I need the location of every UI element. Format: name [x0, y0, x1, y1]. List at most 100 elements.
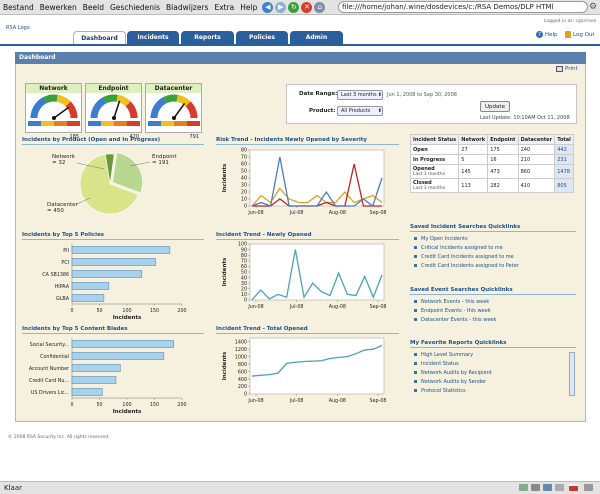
home-icon[interactable]: ⌂: [314, 1, 326, 13]
quicklink[interactable]: My Open Incidents: [414, 234, 519, 243]
y-tick-label: 50: [241, 270, 247, 276]
y-tick-label: 30: [241, 281, 247, 287]
quicklink[interactable]: Datacenter Events - this week: [414, 315, 496, 324]
cell-endpoint[interactable]: 175: [487, 144, 519, 155]
tab-incidents[interactable]: Incidents: [127, 31, 179, 44]
tab-admin[interactable]: Admin: [290, 31, 343, 44]
stop-icon[interactable]: ✕: [301, 1, 313, 13]
y-tick-label: 80: [241, 148, 247, 154]
tab-policies[interactable]: Policies: [236, 31, 288, 44]
cell-datacenter[interactable]: 240: [517, 144, 556, 155]
quicklink[interactable]: Network Events - this week: [414, 297, 496, 306]
quicklink[interactable]: Credit Card Incidents assigned to me: [414, 252, 519, 261]
gauge-scale-band: [41, 121, 54, 126]
url-bar[interactable]: file:///home/johan/.wine/dosdevices/c:/R…: [338, 1, 588, 13]
cell-total[interactable]: 1478: [554, 164, 574, 179]
y-tick-label: 1400: [235, 339, 247, 345]
gauge-scale-band: [28, 121, 41, 126]
category-label: Confidential: [40, 354, 69, 360]
gear-icon[interactable]: ⚙: [589, 2, 598, 12]
menu-geschiedenis[interactable]: Geschiedenis: [109, 2, 161, 12]
cell-datacenter[interactable]: 210: [517, 154, 556, 165]
y-tick-label: 600: [238, 369, 247, 375]
gauge-scale-band: [148, 121, 161, 126]
category-label: US Drivers Lic...: [31, 390, 69, 396]
quicklink[interactable]: Incident Status: [414, 359, 492, 368]
x-tick-label: 100: [122, 402, 131, 408]
gauge-scale-band: [161, 121, 174, 126]
cell-endpoint[interactable]: 473: [487, 164, 519, 179]
chart-top-blades[interactable]: Social Security... Confidential Account Nu…: [22, 334, 204, 420]
tab-dashboard[interactable]: Dashboard: [73, 31, 126, 44]
gauge-endpoint[interactable]: Endpoint 420: [85, 83, 142, 140]
series-line: [251, 344, 383, 377]
quicklink[interactable]: Network Audits by Recipient: [414, 368, 492, 377]
product-select[interactable]: All Products ⬍: [337, 106, 383, 116]
gauge-needle: [53, 106, 70, 119]
cell-network[interactable]: 113: [458, 178, 489, 193]
menu-help[interactable]: Help: [240, 2, 258, 12]
menu-bestand[interactable]: Bestand: [3, 2, 34, 12]
quicklink[interactable]: Critical Incidents assigned to me: [414, 243, 519, 252]
back-icon[interactable]: ◀: [262, 1, 274, 13]
print-link[interactable]: Print: [556, 66, 578, 72]
gauge-needle: [113, 100, 121, 119]
cell-total[interactable]: 805: [554, 178, 574, 193]
x-tick-label: Sep-08: [370, 304, 387, 310]
y-tick-label: 10: [241, 197, 247, 203]
quicklink[interactable]: Protocol Statistics: [414, 386, 492, 395]
tray-icon: [543, 484, 552, 491]
reports-scrollbar[interactable]: [569, 352, 575, 396]
gauge-arc: [163, 94, 178, 104]
section-title-incident-quicklinks: Saved Incident Searches Quicklinks: [410, 224, 576, 232]
cell-network[interactable]: 27: [458, 144, 489, 155]
menu-bewerken[interactable]: Bewerken: [39, 2, 77, 12]
logout-link[interactable]: Log Out: [565, 31, 595, 38]
menu-extra[interactable]: Extra: [214, 2, 235, 12]
y-tick-label: 10: [241, 292, 247, 298]
pie-slice: [112, 152, 143, 194]
chart-by-product[interactable]: Network = 32 Endpoint = 191 Datacenter = 450: [22, 146, 204, 226]
gauge-network[interactable]: Network 185: [25, 83, 82, 140]
print-icon: [556, 66, 563, 72]
x-tick-label: 200: [177, 402, 186, 408]
cell-total[interactable]: 231: [554, 154, 574, 165]
cell-datacenter[interactable]: 410: [517, 178, 556, 193]
tab-reports[interactable]: Reports: [181, 31, 234, 44]
menu-bladwijzers[interactable]: Bladwijzers: [166, 2, 209, 12]
gauge-dial: [148, 94, 200, 126]
quicklink[interactable]: High Level Summary: [414, 350, 492, 359]
gauge-datacenter[interactable]: Datacenter 791: [145, 83, 202, 140]
cell-endpoint[interactable]: 282: [487, 178, 519, 193]
quicklink[interactable]: Endpoint Events - this week: [414, 306, 496, 315]
gauge-scale-band: [174, 121, 187, 126]
pie-slice: [79, 154, 139, 215]
category-label: GLBA: [56, 296, 70, 302]
logout-label: Log Out: [573, 31, 595, 38]
update-button[interactable]: Update: [480, 101, 510, 112]
x-tick-label: 50: [96, 402, 102, 408]
quicklink[interactable]: Credit Card Incidents assigned to Peter: [414, 261, 519, 270]
help-link[interactable]: ? Help: [536, 31, 558, 38]
y-tick-label: 60: [241, 162, 247, 168]
cell-network[interactable]: 5: [458, 154, 489, 165]
gauge-arc: [43, 94, 58, 104]
x-axis-label: Incidents: [113, 315, 142, 321]
menu-beeld[interactable]: Beeld: [82, 2, 104, 12]
gauge-arc: [116, 94, 131, 107]
cell-datacenter[interactable]: 860: [517, 164, 556, 179]
reload-icon[interactable]: ↻: [288, 1, 300, 13]
x-tick-label: 200: [177, 308, 186, 314]
table-header: Incident Status: [409, 134, 460, 145]
cell-endpoint[interactable]: 16: [487, 154, 519, 165]
cell-network[interactable]: 145: [458, 164, 489, 179]
quicklink[interactable]: Network Audits by Sender: [414, 377, 492, 386]
date-range-select[interactable]: Last 3 months ⬍: [337, 90, 383, 100]
forward-icon[interactable]: ▶: [275, 1, 287, 13]
cell-total[interactable]: 442: [554, 144, 574, 155]
gauge-label: Network: [26, 84, 81, 93]
